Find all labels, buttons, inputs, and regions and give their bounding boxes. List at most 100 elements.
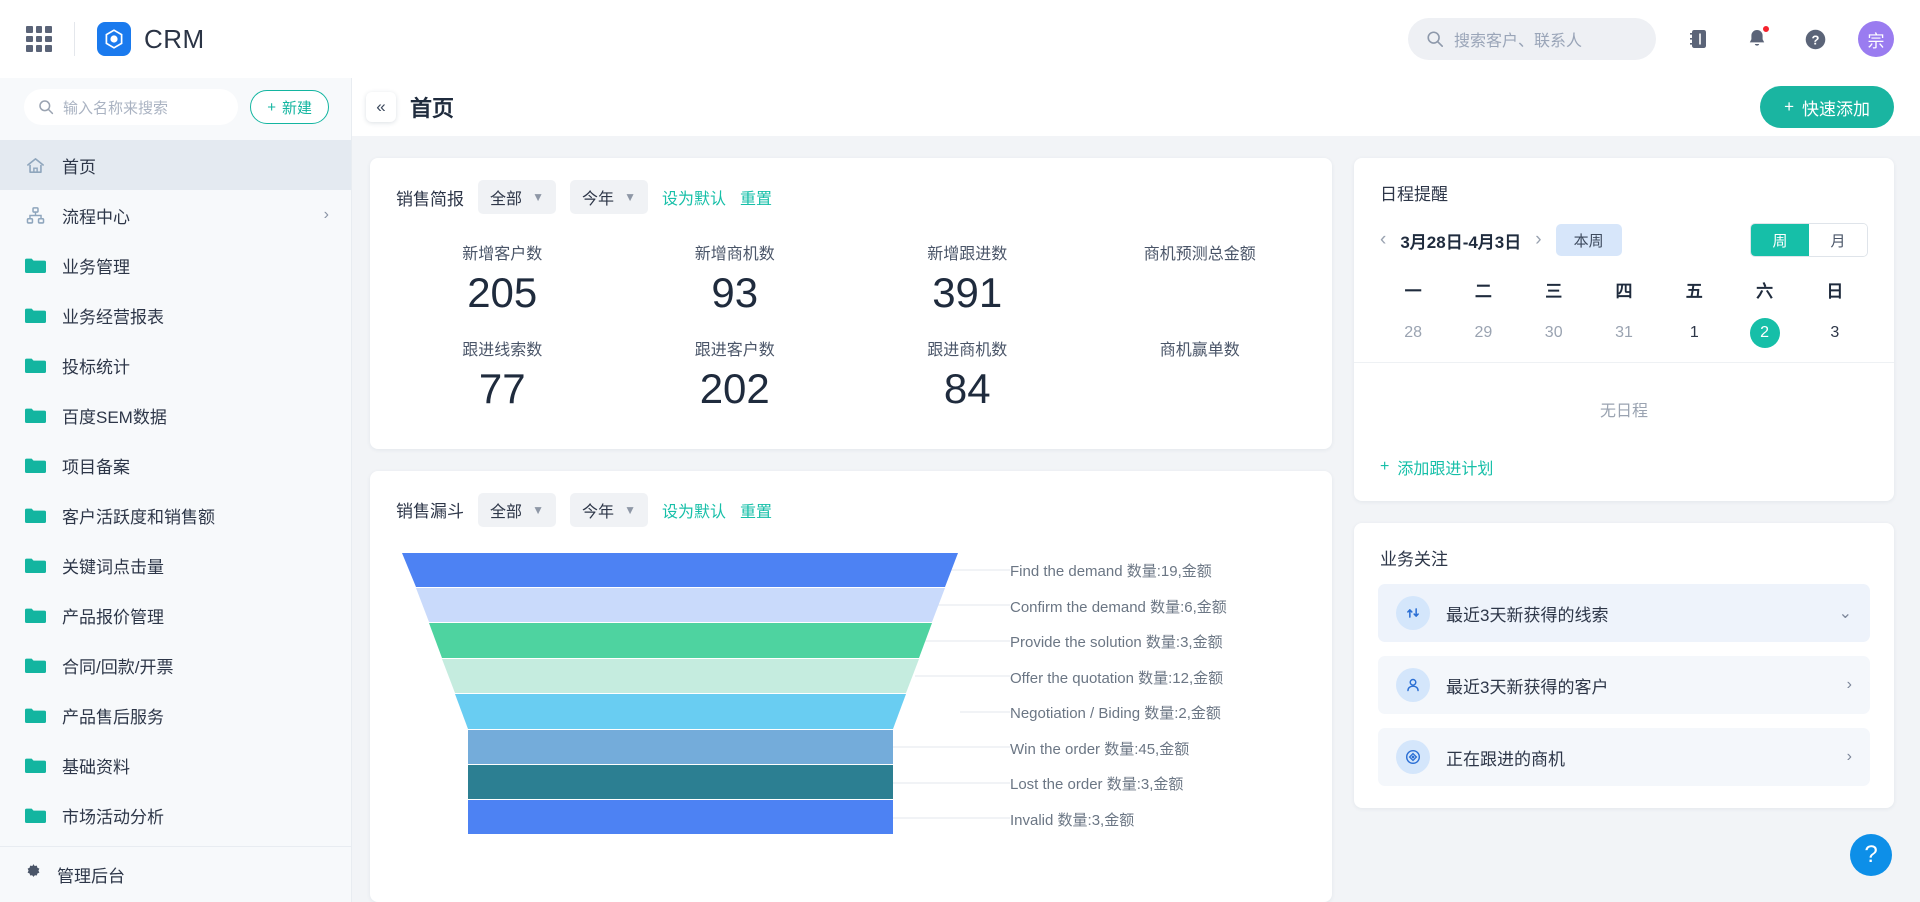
sales-brief-scope-select[interactable]: 全部 ▼ bbox=[478, 180, 556, 214]
sidebar-item-project-filing[interactable]: 项目备案 bbox=[0, 440, 351, 490]
funnel-shape bbox=[402, 552, 1010, 834]
sidebar-item-process-center[interactable]: 流程中心 › bbox=[0, 190, 351, 240]
global-search-placeholder: 搜索客户、联系人 bbox=[1454, 33, 1583, 50]
kpi-label: 新增客户数 bbox=[462, 246, 543, 263]
funnel-label: Invalid 数量:3,金额 bbox=[1010, 811, 1135, 829]
chevron-right-icon[interactable]: › bbox=[1535, 229, 1542, 250]
sales-funnel-scope-select[interactable]: 全部 ▼ bbox=[478, 492, 556, 527]
funnel-label: Offer the quotation 数量:12,金额 bbox=[1010, 669, 1224, 687]
grid-apps-icon[interactable] bbox=[26, 26, 52, 52]
kpi-label: 跟进商机数 bbox=[927, 342, 1008, 360]
new-button-label: 新建 bbox=[281, 99, 312, 117]
date-cell[interactable]: 28 bbox=[1404, 324, 1423, 341]
left-column: 销售简报 全部 ▼ 今年 ▼ 设为默认 重置 bbox=[370, 158, 1332, 902]
help-float-button[interactable]: ? bbox=[1850, 834, 1892, 876]
funnel-label-list: Find the demand 数量:19,金额 Confirm the dem… bbox=[1010, 553, 1227, 837]
focus-item-label: 最近3天新获得的客户 bbox=[1446, 677, 1609, 697]
sidebar-item-contract-payment-invoice[interactable]: 合同/回款/开票 bbox=[0, 640, 351, 690]
folder-icon bbox=[24, 457, 46, 474]
global-search-input[interactable]: 搜索客户、联系人 bbox=[1408, 18, 1656, 60]
sales-funnel-card: 销售漏斗 全部 ▼ 今年 ▼ 设为默认 重置 bbox=[370, 470, 1332, 902]
schedule-card: 日程提醒 ‹ 3月28日-4月3日 › 本周 周 月 一 二 bbox=[1354, 158, 1894, 501]
help-circle-icon[interactable]: ? bbox=[1800, 24, 1830, 54]
new-button[interactable]: + 新建 bbox=[250, 90, 329, 124]
sidebar-item-label: 合同/回款/开票 bbox=[62, 657, 174, 677]
home-icon bbox=[24, 155, 46, 176]
sidebar-item-baidu-sem-data[interactable]: 百度SEM数据 bbox=[0, 390, 351, 440]
date-cell[interactable]: 1 bbox=[1689, 324, 1699, 341]
weekday-label: 日 bbox=[1826, 282, 1844, 301]
date-cell[interactable]: 3 bbox=[1830, 324, 1840, 341]
weekday-label: 四 bbox=[1615, 282, 1633, 301]
focus-item-new-leads[interactable]: 最近3天新获得的线索 ⌄ bbox=[1378, 584, 1870, 642]
sales-funnel-set-default-link[interactable]: 设为默认 bbox=[662, 503, 727, 521]
sales-funnel-period-select[interactable]: 今年 ▼ bbox=[570, 492, 648, 527]
brand: CRM bbox=[97, 22, 205, 56]
focus-item-active-opportunities[interactable]: 正在跟进的商机 › bbox=[1378, 728, 1870, 786]
sidebar-item-after-sales-service[interactable]: 产品售后服务 bbox=[0, 690, 351, 740]
date-cell[interactable]: 30 bbox=[1544, 324, 1563, 341]
sidebar-item-label: 项目备案 bbox=[62, 457, 130, 477]
chevron-right-icon: › bbox=[323, 206, 329, 223]
sidebar-item-business-management[interactable]: 业务管理 bbox=[0, 240, 351, 290]
kpi-new-followups: 新增跟进数 391 bbox=[851, 240, 1084, 318]
sidebar-item-business-reports[interactable]: 业务经营报表 bbox=[0, 290, 351, 340]
sidebar-search-input[interactable]: 输入名称来搜索 bbox=[24, 89, 239, 125]
chevron-right-icon[interactable]: › bbox=[1846, 748, 1852, 765]
avatar[interactable]: 宗 bbox=[1858, 21, 1894, 57]
focus-item-new-customers[interactable]: 最近3天新获得的客户 › bbox=[1378, 656, 1870, 714]
quick-add-button[interactable]: + 快速添加 bbox=[1760, 86, 1894, 128]
chevron-left-icon[interactable]: ‹ bbox=[1380, 229, 1387, 250]
chevron-down-icon: ▼ bbox=[532, 190, 544, 204]
sidebar-item-label: 流程中心 bbox=[62, 207, 130, 227]
sidebar-item-home[interactable]: 首页 bbox=[0, 140, 351, 190]
notebook-icon[interactable] bbox=[1684, 24, 1714, 54]
calendar-range: 3月28日-4月3日 bbox=[1400, 232, 1522, 252]
kpi-value: 391 bbox=[932, 269, 1003, 316]
kpi-label: 新增跟进数 bbox=[927, 246, 1008, 263]
date-cell[interactable]: 31 bbox=[1615, 324, 1633, 341]
sidebar: 输入名称来搜索 + 新建 首页 bbox=[0, 78, 352, 902]
sidebar-item-label: 业务管理 bbox=[62, 257, 130, 277]
toggle-month[interactable]: 月 bbox=[1809, 224, 1867, 256]
sales-brief-set-default-link[interactable]: 设为默认 bbox=[662, 191, 727, 208]
date-cell[interactable]: 29 bbox=[1474, 324, 1493, 341]
add-followup-plan-button[interactable]: + 添加跟进计划 bbox=[1354, 455, 1894, 501]
app-body: 输入名称来搜索 + 新建 首页 bbox=[0, 78, 1920, 902]
folder-icon bbox=[24, 257, 46, 274]
kpi-label: 新增商机数 bbox=[694, 246, 775, 263]
sidebar-item-label: 业务经营报表 bbox=[62, 307, 164, 327]
sidebar-item-label: 市场活动分析 bbox=[62, 807, 164, 827]
funnel-segment-find-the-demand bbox=[402, 552, 958, 587]
chevron-down-icon: ▼ bbox=[624, 502, 636, 517]
sales-brief-period-select[interactable]: 今年 ▼ bbox=[570, 180, 648, 214]
sales-brief-reset-link[interactable]: 重置 bbox=[740, 191, 773, 208]
sales-brief-period-value: 今年 bbox=[582, 191, 615, 208]
sidebar-item-keyword-clicks[interactable]: 关键词点击量 bbox=[0, 540, 351, 590]
chevron-down-icon[interactable]: ⌄ bbox=[1838, 605, 1852, 622]
date-row: 28 29 30 31 1 2 3 bbox=[1354, 302, 1894, 363]
sidebar-toolbar: 输入名称来搜索 + 新建 bbox=[0, 78, 351, 136]
toggle-week[interactable]: 周 bbox=[1751, 224, 1809, 256]
header-divider bbox=[74, 22, 75, 56]
date-cell-selected[interactable]: 2 bbox=[1729, 318, 1799, 348]
sidebar-item-bid-statistics[interactable]: 投标统计 bbox=[0, 340, 351, 390]
sidebar-item-marketing-analysis[interactable]: 市场活动分析 bbox=[0, 790, 351, 840]
kpi-followup-leads: 跟进线索数 77 bbox=[386, 336, 619, 414]
chevron-down-icon: ▼ bbox=[532, 502, 544, 517]
chevron-right-icon[interactable]: › bbox=[1846, 676, 1852, 693]
bell-icon[interactable] bbox=[1742, 24, 1772, 54]
double-chevron-left-icon[interactable]: « bbox=[366, 92, 396, 122]
this-week-button[interactable]: 本周 bbox=[1555, 224, 1622, 256]
svg-text:?: ? bbox=[1811, 32, 1819, 47]
sidebar-item-customer-activity-sales[interactable]: 客户活跃度和销售额 bbox=[0, 490, 351, 540]
kpi-value: 93 bbox=[711, 269, 759, 316]
sidebar-item-basic-data[interactable]: 基础资料 bbox=[0, 740, 351, 790]
sidebar-item-admin[interactable]: 管理后台 bbox=[0, 846, 351, 902]
add-followup-plan-label: 添加跟进计划 bbox=[1397, 461, 1494, 478]
sidebar-item-product-quotation[interactable]: 产品报价管理 bbox=[0, 590, 351, 640]
business-focus-title: 业务关注 bbox=[1380, 550, 1448, 569]
plus-icon: + bbox=[267, 98, 276, 116]
sales-funnel-reset-link[interactable]: 重置 bbox=[740, 503, 773, 521]
crm-logo-icon bbox=[97, 22, 131, 56]
